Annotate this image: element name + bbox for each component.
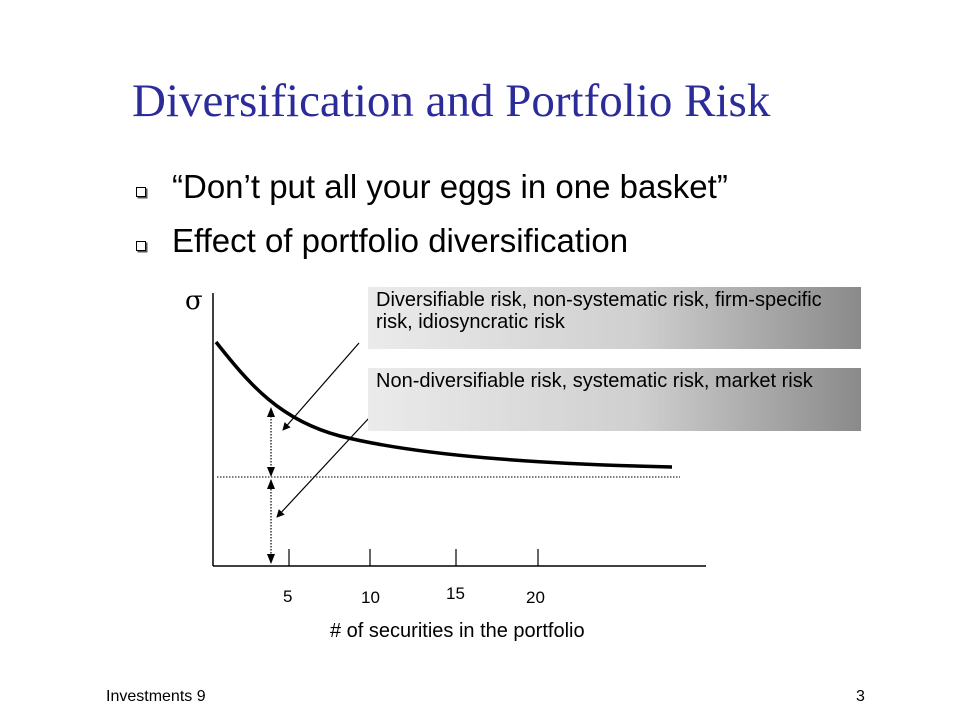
diversifiable-risk-pointer-arrow	[282, 342, 360, 431]
x-tick-label: 10	[361, 588, 380, 607]
footer-course-name: Investments 9	[106, 688, 206, 705]
arrow-tip	[267, 407, 275, 417]
x-tick-label: 20	[526, 588, 545, 607]
square-bullet-icon	[136, 241, 146, 251]
systematic-risk-pointer-arrow	[276, 417, 370, 518]
x-tick-label: 15	[446, 584, 465, 603]
bullet-text: Effect of portfolio diversification	[172, 222, 629, 259]
footer-page-number: 3	[856, 688, 865, 705]
x-tick-label: 5	[283, 587, 293, 606]
bullet-text: “Don’t put all your eggs in one basket”	[172, 168, 728, 205]
arrow-tip	[267, 554, 275, 564]
square-bullet-icon	[136, 187, 146, 197]
y-axis-sigma-label: σ	[185, 286, 203, 316]
arrow-tip	[267, 479, 275, 489]
slide-title: Diversification and Portfolio Risk	[132, 75, 771, 127]
arrow-tip	[267, 467, 275, 477]
diversifiable-risk-label: Diversifiable risk, non-systematic risk,…	[368, 287, 861, 349]
portfolio-risk-curve	[214, 340, 673, 469]
non-diversifiable-risk-label: Non-diversifiable risk, systematic risk,…	[368, 368, 861, 431]
x-axis-title: # of securities in the portfolio	[330, 620, 585, 642]
